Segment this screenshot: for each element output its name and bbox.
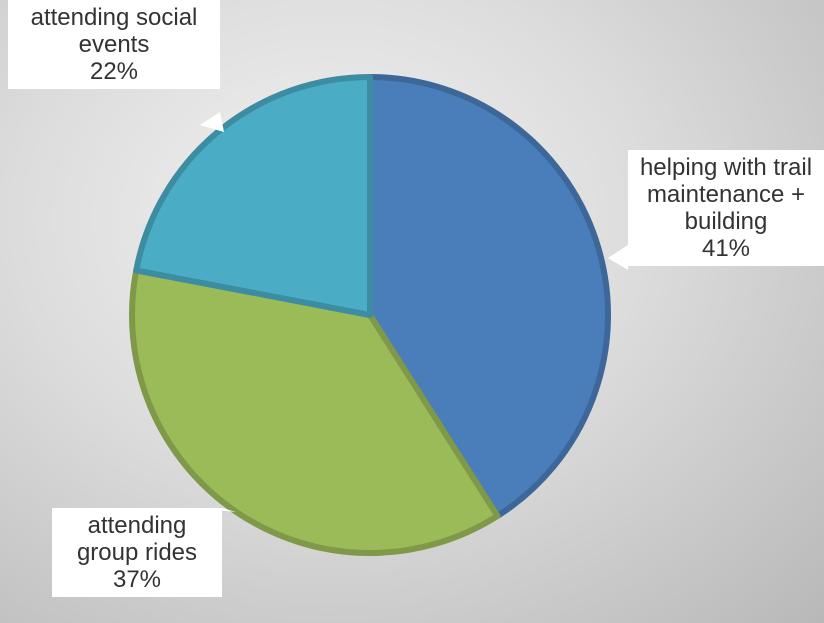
value-label: 22% bbox=[14, 58, 214, 85]
pie-slice bbox=[136, 77, 370, 315]
callout-pointer bbox=[200, 112, 224, 132]
page: (() => { const data = JSON.parse(documen… bbox=[0, 0, 824, 623]
value-label: 41% bbox=[634, 235, 818, 262]
callout-pointer bbox=[608, 245, 628, 270]
data-label: helping with trail maintenance + buildin… bbox=[628, 150, 824, 266]
category-label: helping with trail maintenance + buildin… bbox=[634, 154, 818, 235]
value-label: 37% bbox=[58, 566, 216, 593]
category-label: attending social events bbox=[14, 4, 214, 58]
category-label: attending group rides bbox=[58, 512, 216, 566]
